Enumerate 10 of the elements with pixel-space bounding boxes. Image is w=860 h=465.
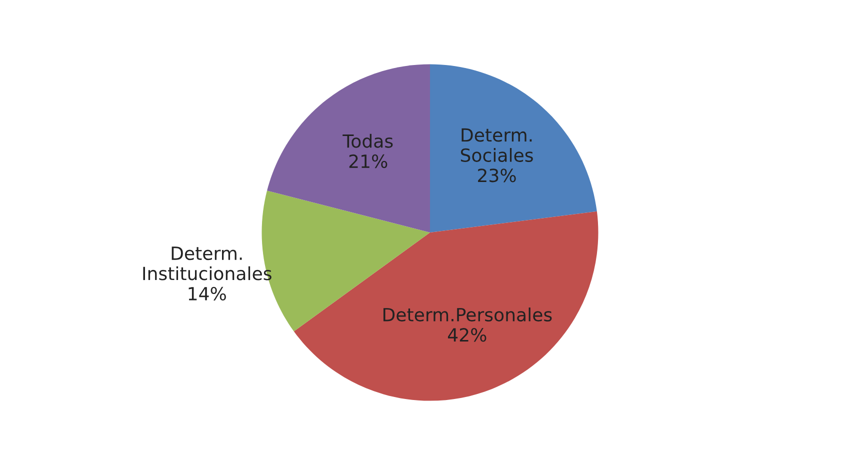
- slice-label: Determ.Personales: [383, 308, 552, 322]
- pie-slice: [294, 211, 598, 401]
- pie-slice: [430, 64, 597, 232]
- data-label: 42%: [448, 328, 486, 342]
- data-label: 23%: [478, 168, 516, 182]
- pie-slice: [267, 64, 430, 232]
- slice-label: Todas: [342, 134, 393, 148]
- slice-label: Determ. Sociales: [460, 128, 533, 162]
- data-label: 21%: [349, 154, 388, 168]
- data-label: 14%: [188, 286, 226, 301]
